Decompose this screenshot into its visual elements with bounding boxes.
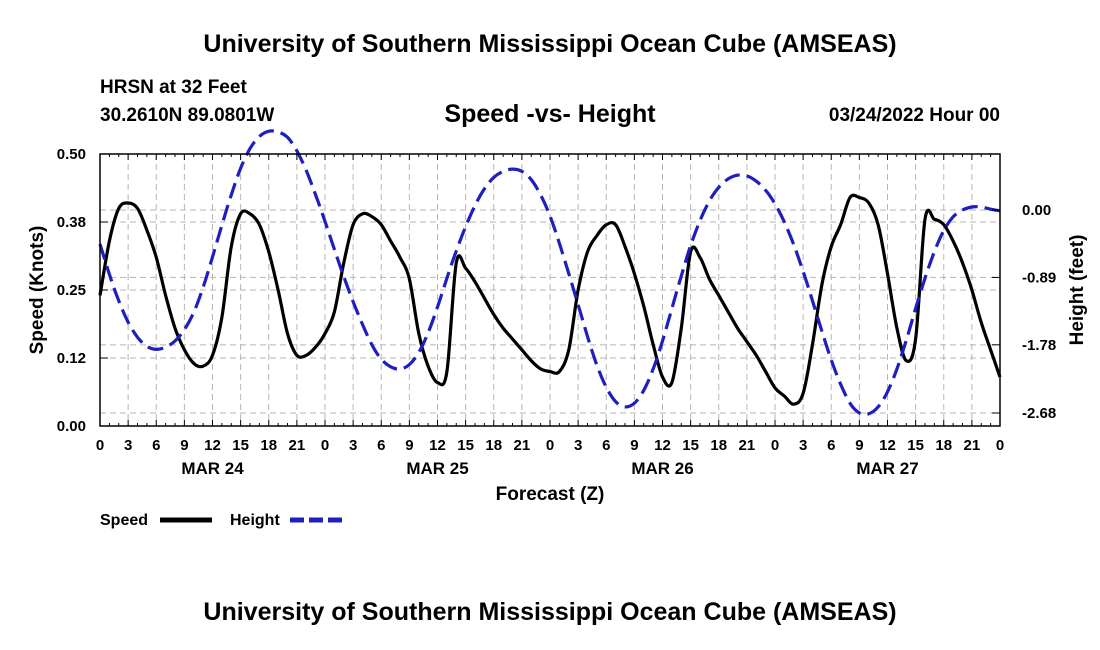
- x-tick-label: 21: [514, 437, 531, 454]
- x-tick-label: 12: [654, 437, 671, 454]
- x-tick-label: 6: [827, 437, 835, 454]
- x-tick-label: 9: [855, 437, 863, 454]
- x-tick-label: 0: [771, 437, 779, 454]
- x-tick-label: 3: [574, 437, 582, 454]
- date-label: MAR 25: [406, 459, 468, 478]
- x-tick-label: 6: [152, 437, 160, 454]
- x-tick-label: 6: [377, 437, 385, 454]
- y2-tick-label: -0.89: [1022, 269, 1056, 286]
- x-tick-label: 3: [349, 437, 357, 454]
- x-tick-label: 0: [996, 437, 1004, 454]
- x-tick-label: 21: [739, 437, 756, 454]
- x-tick-label: 9: [180, 437, 188, 454]
- x-tick-label: 0: [321, 437, 329, 454]
- top-title: University of Southern Mississippi Ocean…: [203, 30, 897, 58]
- x-tick-label: 12: [879, 437, 896, 454]
- x-tick-label: 18: [260, 437, 277, 454]
- x-tick-label: 3: [124, 437, 132, 454]
- x-tick-label: 12: [204, 437, 221, 454]
- x-tick-label: 6: [602, 437, 610, 454]
- series-line-height: [98, 129, 1001, 417]
- x-axis-label: Forecast (Z): [496, 484, 605, 505]
- x-tick-label: 15: [232, 437, 249, 454]
- x-tick-label: 0: [546, 437, 554, 454]
- x-tick-label: 12: [429, 437, 446, 454]
- date-label: MAR 27: [856, 459, 918, 478]
- y-axis-label: Speed (Knots): [27, 226, 48, 355]
- date-label: MAR 26: [631, 459, 693, 478]
- y-tick-label: 0.38: [57, 214, 86, 231]
- x-tick-label: 9: [405, 437, 413, 454]
- x-tick-label: 21: [964, 437, 981, 454]
- legend: Speed Height: [100, 512, 342, 529]
- y-tick-label: 0.12: [57, 350, 86, 367]
- x-tick-label: 15: [457, 437, 474, 454]
- grid-lines: [100, 154, 1000, 426]
- station-coordinates: 30.2610N 89.0801W: [100, 105, 275, 126]
- series-lines: [98, 129, 1002, 417]
- forecast-datetime: 03/24/2022 Hour 00: [828, 105, 1000, 126]
- x-tick-label: 18: [485, 437, 502, 454]
- y2-tick-label: -2.68: [1022, 405, 1056, 422]
- y2-axis-label: Height (feet): [1067, 235, 1088, 346]
- legend-label-speed: Speed: [100, 512, 148, 529]
- bottom-title: University of Southern Mississippi Ocean…: [203, 598, 897, 626]
- date-label: MAR 24: [181, 459, 244, 478]
- x-tick-label: 15: [907, 437, 924, 454]
- x-tick-label: 21: [289, 437, 306, 454]
- axis-ticks: 0 3 6 9 12 15 18 21 0 3 6 9 12 15 18 21 0 3 6 9 12 15 18 21 0 3 6 9…: [57, 146, 1056, 478]
- x-tick-label: 18: [710, 437, 727, 454]
- x-tick-label: 9: [630, 437, 638, 454]
- y-tick-label: 0.25: [57, 282, 86, 299]
- x-tick-label: 18: [935, 437, 952, 454]
- station-name: HRSN at 32 Feet: [100, 77, 247, 98]
- x-tick-label: 0: [96, 437, 104, 454]
- series-line-speed: [98, 193, 1002, 406]
- y2-tick-label: -1.78: [1022, 337, 1056, 354]
- chart-title: Speed -vs- Height: [444, 100, 656, 128]
- y-tick-label: 0.50: [57, 146, 86, 163]
- x-tick-label: 15: [682, 437, 699, 454]
- y2-tick-label: 0.00: [1022, 202, 1051, 219]
- legend-label-height: Height: [230, 512, 280, 529]
- y-tick-label: 0.00: [57, 418, 86, 435]
- x-tick-label: 3: [799, 437, 807, 454]
